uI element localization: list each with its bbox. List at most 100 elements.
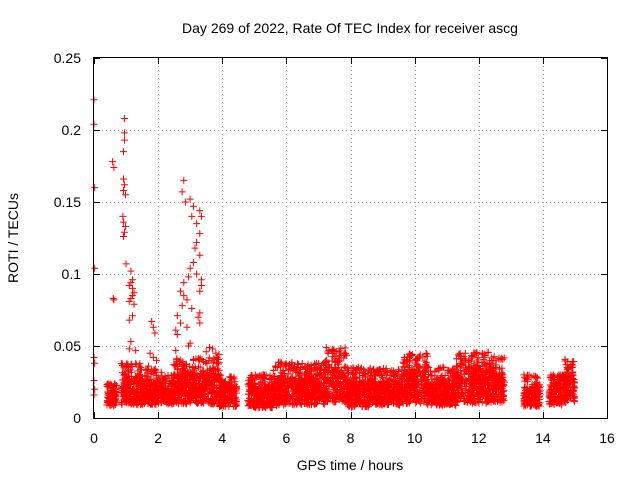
data-point [250,379,258,387]
x-tick-label: 2 [154,430,162,446]
data-point [344,383,352,391]
data-point [284,370,292,378]
data-point [186,387,194,395]
data-point [294,360,302,368]
data-point [301,371,309,379]
data-point [135,371,143,379]
data-point [289,386,297,394]
data-point [205,399,213,407]
data-point [103,381,111,389]
data-point [124,360,132,368]
data-point [159,375,167,383]
data-point [279,389,287,397]
data-point [216,385,224,393]
data-point [122,384,130,392]
data-point [325,362,333,370]
data-point [231,403,239,411]
data-point [124,382,132,390]
data-point [119,212,127,220]
data-point [188,305,196,313]
data-point [217,377,225,385]
data-point [282,362,290,370]
data-point [125,316,133,324]
data-point [334,373,342,381]
data-point [119,186,127,194]
data-point [178,188,186,196]
data-point [177,319,185,327]
data-point [317,395,325,403]
data-point [123,362,131,370]
data-point [160,391,168,399]
data-point [227,373,235,381]
data-point [267,374,275,382]
data-point [255,388,263,396]
data-point [91,264,99,272]
data-point [345,380,353,388]
data-point [176,358,184,366]
data-point [197,212,205,220]
data-point [201,393,209,401]
data-point [135,362,143,370]
data-point [356,377,364,385]
data-point [303,376,311,384]
data-point [312,400,320,408]
data-point [149,323,157,331]
y-tick-label: 0 [73,410,81,426]
data-point [298,385,306,393]
data-point [196,230,204,238]
data-point [183,400,191,408]
data-point [351,389,359,397]
data-point [206,370,214,378]
data-point [302,395,310,403]
data-point [329,353,337,361]
data-point [225,379,233,387]
data-point [287,381,295,389]
x-tick-label: 6 [282,430,290,446]
data-point [533,373,541,381]
data-point [142,383,150,391]
data-point [170,397,178,405]
data-point [304,401,312,409]
chart-title: Day 269 of 2022, Rate Of TEC Index for r… [182,20,518,36]
data-point [290,401,298,409]
data-point [257,398,265,406]
data-point [360,370,368,378]
data-point [330,394,338,402]
data-point [178,302,186,310]
data-point [316,375,324,383]
data-point [189,258,197,266]
data-point [181,388,189,396]
data-point [328,357,336,365]
data-point [180,279,188,287]
data-point [264,395,272,403]
data-point [315,363,323,371]
data-point [197,394,205,402]
data-point [353,366,361,374]
data-point [137,364,145,372]
data-point [259,384,267,392]
data-point [173,312,181,320]
data-point [104,397,112,405]
data-point [297,364,305,372]
data-point [110,401,118,409]
data-point [301,396,309,404]
data-point [188,364,196,372]
data-point [336,393,344,401]
data-point [148,318,156,326]
data-point [274,364,282,372]
data-point [193,374,201,382]
data-point [169,388,177,396]
data-point [330,349,338,357]
data-point [112,382,120,390]
data-point [345,397,353,405]
data-point [324,394,332,402]
data-point [295,390,303,398]
x-tick-label: 10 [407,430,423,446]
data-point [327,379,335,387]
data-point [138,384,146,392]
data-point [331,372,339,380]
data-points [90,96,579,412]
data-point [193,220,201,228]
data-point [335,347,343,355]
data-point [360,381,368,389]
